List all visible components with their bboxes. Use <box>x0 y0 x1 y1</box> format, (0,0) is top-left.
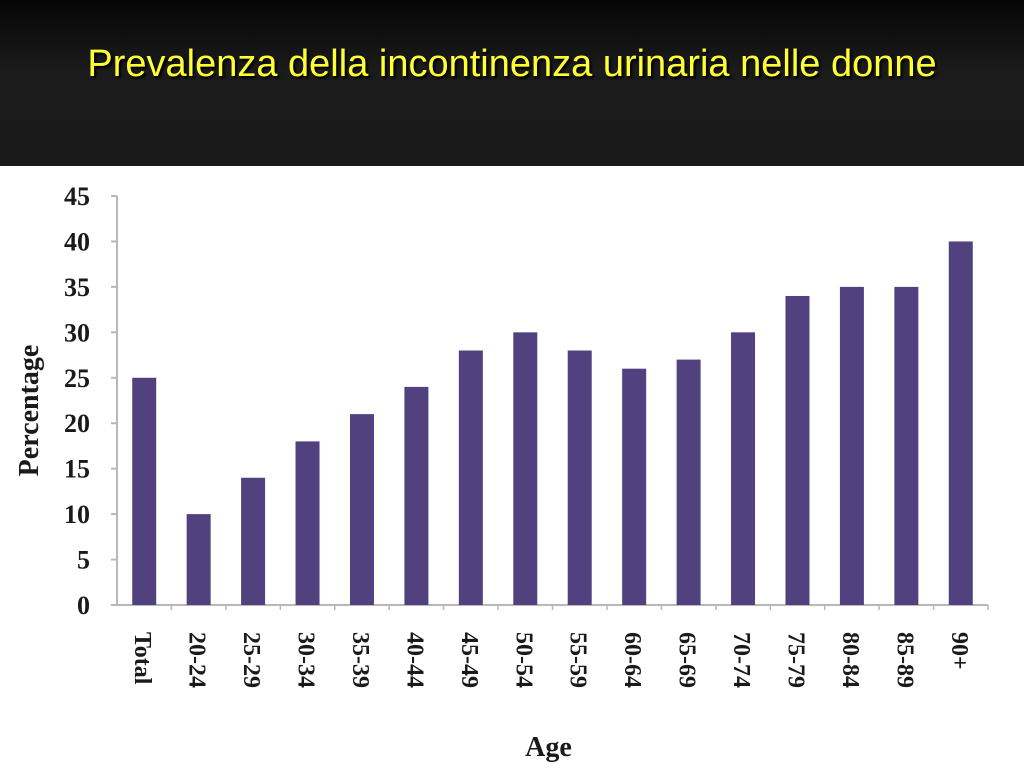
bar-75-79 <box>785 295 810 605</box>
x-tick-label: 75-79 <box>782 632 808 688</box>
bar-80-84 <box>839 286 864 605</box>
bar-70-74 <box>731 332 756 605</box>
y-tick-label: 0 <box>77 591 90 620</box>
y-axis-title: Percentage <box>14 345 45 477</box>
x-tick-label: 45-49 <box>456 632 482 688</box>
y-tick-label: 40 <box>64 227 90 256</box>
bar-35-39 <box>349 414 374 605</box>
bar-55-59 <box>567 350 592 605</box>
x-tick-label: 25-29 <box>238 632 264 688</box>
x-tick-label: 30-34 <box>293 632 319 688</box>
x-tick-label: Total <box>129 632 155 685</box>
bar-30-34 <box>295 441 320 605</box>
y-tick-label: 35 <box>64 273 90 302</box>
bar-Total <box>132 377 157 605</box>
y-tick-label: 20 <box>64 409 90 438</box>
x-tick-label: 55-59 <box>565 632 591 688</box>
bar-65-69 <box>676 359 701 605</box>
bar-20-24 <box>186 514 211 605</box>
y-tick-label: 5 <box>77 546 90 575</box>
bar-90+ <box>948 241 973 605</box>
x-tick-label: 60-64 <box>619 632 645 688</box>
y-tick-label: 45 <box>64 182 90 211</box>
y-tick-label: 30 <box>64 318 90 347</box>
x-tick-label: 85-89 <box>891 632 917 688</box>
x-tick-label: 65-69 <box>674 632 700 688</box>
x-tick-label: 20-24 <box>184 632 210 688</box>
bar-25-29 <box>241 477 266 605</box>
y-tick-label: 15 <box>64 455 90 484</box>
bar-chart: 0 5 10 15 20 25 30 35 40 45 Total 20-24 25-29 30-34 35… <box>14 182 989 763</box>
x-tick-label: 70-74 <box>728 632 754 688</box>
x-tick-label: 80-84 <box>837 632 863 688</box>
bar-40-44 <box>404 386 429 605</box>
bar-45-49 <box>458 350 483 605</box>
bar-50-54 <box>513 332 538 605</box>
y-tick-label: 10 <box>64 500 90 529</box>
x-tick-label: 50-54 <box>510 632 536 688</box>
title-band: Prevalenza della incontinenza urinaria n… <box>0 0 1024 166</box>
slide-title: Prevalenza della incontinenza urinaria n… <box>87 43 937 85</box>
x-tick-label: 90+ <box>946 632 972 670</box>
x-tick-label: 40-44 <box>401 632 427 688</box>
bar-85-89 <box>894 286 919 605</box>
bar-60-64 <box>622 368 647 605</box>
y-tick-label: 25 <box>64 364 90 393</box>
x-axis-title: Age <box>525 732 572 763</box>
x-tick-label: 35-39 <box>347 632 373 688</box>
chart-area: 0 5 10 15 20 25 30 35 40 45 Total 20-24 25-29 30-34 35… <box>0 166 1024 768</box>
